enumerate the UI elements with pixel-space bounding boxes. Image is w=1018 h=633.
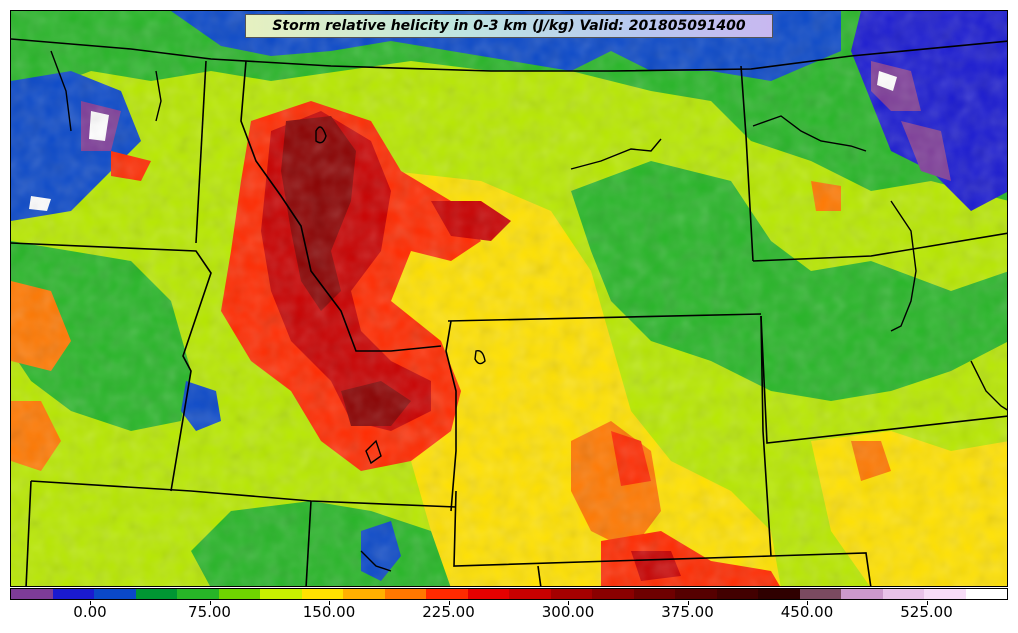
colorbar-segment [758, 589, 800, 599]
boundary-nv-ut [30, 480, 457, 508]
great-salt-lake [365, 439, 382, 465]
colorbar-segment [882, 589, 924, 599]
colorbar-tick [329, 601, 330, 605]
colorbar-segment [218, 589, 260, 599]
colorbar-tick [926, 601, 928, 605]
boundary-wy-mt-south [447, 313, 762, 322]
colorbar-segment [343, 589, 385, 599]
colorbar-segment [94, 589, 136, 599]
colorbar-segment [965, 589, 1007, 599]
colorbar-tick-label: 450.00 [780, 603, 834, 621]
boundary-id-wy [445, 320, 457, 512]
colorbar-tick [568, 601, 569, 605]
boundary-wy-co [453, 490, 772, 567]
boundary-ca-nv [25, 480, 32, 586]
colorbar-segment [716, 589, 758, 599]
colorbar-segment [301, 589, 343, 599]
river-west [50, 50, 72, 132]
colorbar-tick-label: 150.00 [302, 603, 356, 621]
colorbar-segment [675, 589, 717, 599]
map-title: Storm relative helicity in 0-3 km (J/kg)… [245, 14, 773, 38]
missouri-river-sd [890, 200, 917, 332]
map-panel [10, 10, 1008, 587]
colorbar-segment [52, 589, 94, 599]
colorbar-tick-label: 300.00 [541, 603, 595, 621]
lake-sakakawea [752, 115, 867, 152]
colorbar-segment [177, 589, 219, 599]
boundary-id-mt [240, 60, 442, 352]
yellowstone-lake [474, 350, 486, 365]
colorbar-segment [467, 589, 509, 599]
colorbar-tick [807, 601, 808, 605]
colorbar-tick [687, 601, 689, 605]
helicity-field-map [11, 11, 1007, 586]
flathead-lake [315, 126, 327, 144]
boundary-wa-id [195, 60, 207, 244]
colorbar-tick-label: 75.00 [188, 603, 231, 621]
water-features [50, 50, 1007, 572]
colorbar-segment [135, 589, 177, 599]
colorbar-segment [799, 589, 841, 599]
colorbar-tick-label: 375.00 [661, 603, 714, 621]
boundary-co-ut [537, 565, 542, 586]
colorbar-segment [11, 589, 53, 599]
lake-mead [360, 550, 392, 572]
boundary-ut-az [305, 500, 312, 586]
colorbar [10, 588, 1008, 600]
state-boundaries [11, 38, 1007, 586]
colorbar-tick-label: 0.00 [73, 603, 107, 621]
colorbar-segment [384, 589, 426, 599]
colorbar-segment [550, 589, 592, 599]
colorbar-tick [209, 601, 211, 605]
colorbar-segment [260, 589, 302, 599]
colorbar-tick-label: 225.00 [422, 603, 475, 621]
colorbar-segment [924, 589, 966, 599]
boundary-co-ne [770, 552, 872, 586]
colorbar-labels: 0.00 75.00 150.00 225.00 300.00 375.00 450.00 5… [0, 601, 1018, 629]
colorbar-segment [426, 589, 468, 599]
colorbar-segment [509, 589, 551, 599]
river-nw [155, 70, 162, 122]
boundary-or-id-nv [11, 242, 212, 492]
colorbar-segment [592, 589, 634, 599]
boundary-sd-ne [760, 315, 1007, 444]
colorbar-tick [90, 601, 91, 605]
boundary-mt-dakota [740, 65, 754, 262]
colorbar-segment [841, 589, 883, 599]
missouri-river [570, 138, 662, 170]
boundary-northern-border [11, 38, 1007, 72]
colorbar-tick [448, 601, 450, 605]
colorbar-tick-label: 525.00 [900, 603, 953, 621]
lake-oahe [970, 360, 1007, 411]
boundary-nd-sd [752, 232, 1007, 262]
colorbar-segment [633, 589, 675, 599]
boundary-wy-sd [760, 315, 772, 557]
